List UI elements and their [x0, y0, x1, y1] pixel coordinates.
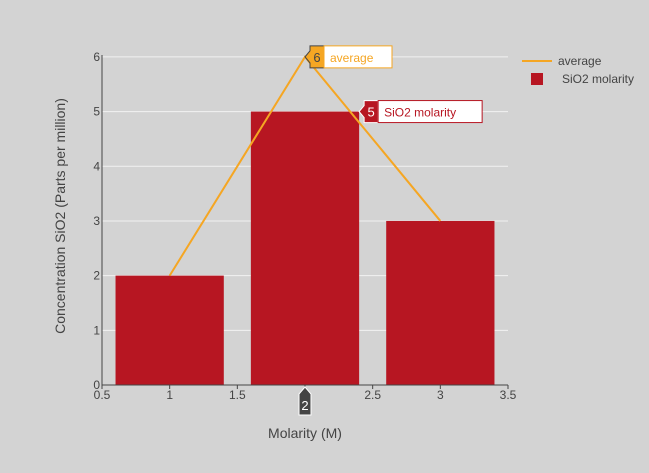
bar-1[interactable]: [250, 111, 360, 385]
x-hover-tag: [298, 386, 312, 416]
hover-name-box-1: [377, 100, 483, 124]
hover-name-0: average: [330, 51, 374, 65]
legend[interactable]: average SiO2 molarity: [522, 54, 634, 86]
y-tick-label-1: 1: [93, 323, 100, 337]
bar-2[interactable]: [386, 220, 495, 385]
legend-item-average[interactable]: average: [522, 54, 602, 68]
legend-item-sio2-molarity[interactable]: SiO2 molarity: [531, 72, 634, 86]
hover-labels: 2 6 average 5 SiO2 molarity: [298, 45, 483, 416]
y-tick-label-3: 3: [93, 214, 100, 228]
y-tick-label-0: 0: [93, 378, 100, 392]
y-tick-label-6: 6: [93, 50, 100, 64]
y-axis-title: Concentration SiO2 (Parts per million): [52, 98, 68, 334]
hover-number-1: 5: [368, 105, 375, 120]
x-tick-label-0: 0.5: [94, 388, 111, 402]
hover-number-0: 6: [313, 50, 320, 65]
y-tick-label-2: 2: [93, 269, 100, 283]
hover-name-1: SiO2 molarity: [384, 106, 456, 120]
legend-swatch-bar: [531, 73, 543, 85]
x-tick-label-1: 1: [166, 388, 173, 402]
bar-series[interactable]: [115, 111, 495, 385]
y-tick-label-4: 4: [93, 159, 100, 173]
bar-0[interactable]: [115, 275, 224, 385]
y-tick-label-5: 5: [93, 105, 100, 119]
x-hover-value: 2: [301, 398, 308, 413]
legend-label: SiO2 molarity: [562, 72, 634, 86]
x-axis-title: Molarity (M): [268, 425, 342, 441]
legend-label: average: [558, 54, 602, 68]
x-tick-label-5: 3: [437, 388, 444, 402]
x-tick-label-2: 1.5: [229, 388, 246, 402]
x-tick-label-6: 3.5: [500, 388, 517, 402]
hover-name-box-0: [323, 45, 393, 69]
x-tick-label-4: 2.5: [364, 388, 381, 402]
